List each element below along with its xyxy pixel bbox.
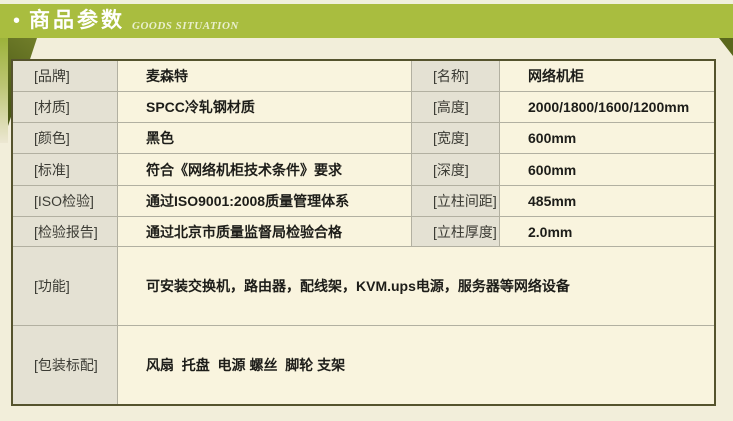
section-header: • 商品参数 GOODS SITUATION	[0, 4, 733, 38]
param-label-rail-thickness: [立柱厚度]	[412, 217, 500, 247]
param-label-color: [颜色]	[13, 123, 118, 154]
param-label-inspection-report: [检验报告]	[13, 217, 118, 247]
param-label-brand: [品牌]	[13, 61, 118, 92]
left-edge-strip	[0, 38, 8, 143]
param-label-width: [宽度]	[412, 123, 500, 154]
param-label-rail-spacing: [立柱间距]	[412, 186, 500, 217]
param-value-standard: 符合《网络机柜技术条件》要求	[118, 154, 412, 186]
param-value-name: 网络机柜	[500, 61, 714, 92]
param-label-name: [名称]	[412, 61, 500, 92]
top-strip	[0, 0, 733, 4]
param-label-material: [材质]	[13, 92, 118, 123]
section-subtitle: GOODS SITUATION	[132, 19, 239, 32]
param-value-width: 600mm	[500, 123, 714, 154]
param-label-package: [包装标配]	[13, 326, 118, 404]
right-fold-corner	[719, 38, 733, 56]
param-value-brand: 麦森特	[118, 61, 412, 92]
param-value-depth: 600mm	[500, 154, 714, 186]
param-label-function: [功能]	[13, 247, 118, 326]
bullet-icon: •	[13, 10, 21, 32]
section-title: 商品参数	[29, 9, 126, 32]
param-value-package: 风扇 托盘 电源 螺丝 脚轮 支架	[118, 326, 714, 404]
param-value-iso: 通过ISO9001:2008质量管理体系	[118, 186, 412, 217]
param-label-height: [高度]	[412, 92, 500, 123]
param-value-material: SPCC冷轧钢材质	[118, 92, 412, 123]
param-label-standard: [标准]	[13, 154, 118, 186]
param-value-height: 2000/1800/1600/1200mm	[500, 92, 714, 123]
param-value-rail-spacing: 485mm	[500, 186, 714, 217]
param-label-depth: [深度]	[412, 154, 500, 186]
param-value-rail-thickness: 2.0mm	[500, 217, 714, 247]
param-value-function: 可安装交换机，路由器，配线架，KVM.ups电源，服务器等网络设备	[118, 247, 714, 326]
param-value-inspection-report: 通过北京市质量监督局检验合格	[118, 217, 412, 247]
product-parameter-table: [品牌] 麦森特 [名称] 网络机柜 [材质] SPCC冷轧钢材质 [高度] 2…	[11, 59, 716, 406]
param-label-iso: [ISO检验]	[13, 186, 118, 217]
param-value-color: 黑色	[118, 123, 412, 154]
